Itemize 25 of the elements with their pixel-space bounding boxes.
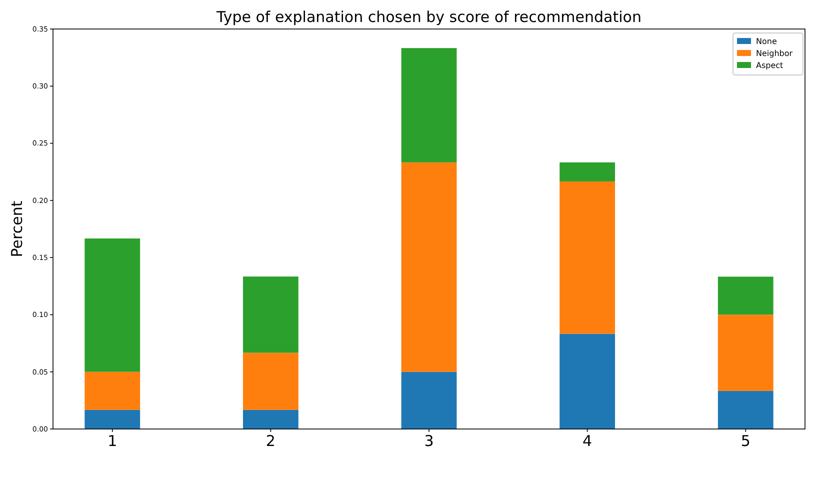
bar [401,372,457,429]
bar [718,314,774,391]
bar [84,238,140,372]
bar [401,48,457,162]
bar [718,390,774,429]
bar [560,162,616,182]
bar [718,276,774,315]
legend-label: Aspect [756,60,784,70]
bar [84,372,140,410]
chart-title: Type of explanation chosen by score of recommendation [216,8,642,26]
bar [401,162,457,372]
x-tick-label: 5 [740,432,750,450]
bar [242,352,298,410]
legend-label: Neighbor [756,48,794,58]
legend-label: None [756,36,777,46]
bar [560,181,616,334]
bar [560,334,616,429]
x-tick-label: 2 [266,432,276,450]
x-tick-label: 3 [424,432,434,450]
y-axis-title: Percent [8,200,26,258]
bar [84,410,140,429]
x-tick-label: 4 [582,432,592,450]
bar [242,410,298,429]
bar [242,276,298,353]
x-tick-label: 1 [108,432,118,450]
